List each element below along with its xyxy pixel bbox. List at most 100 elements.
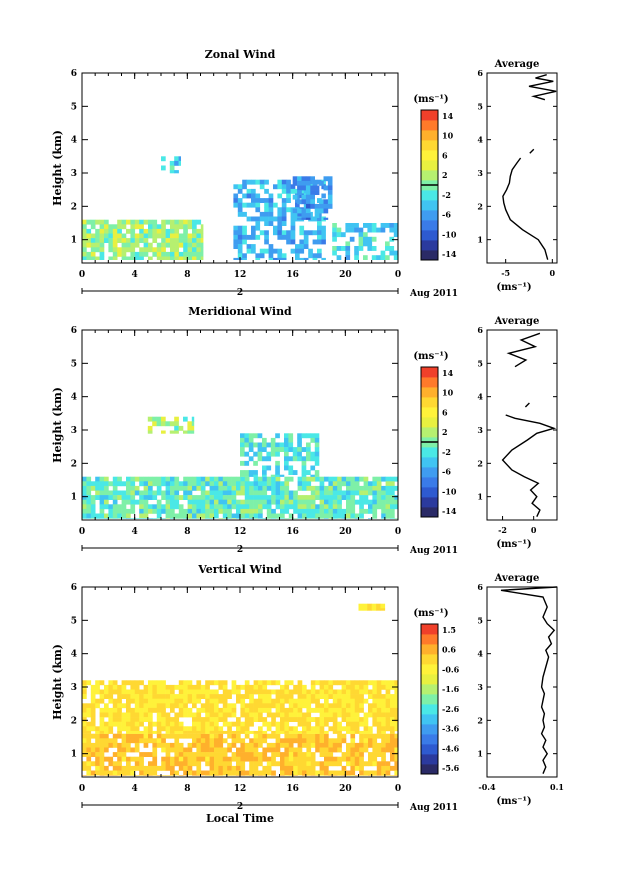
heat-cell	[332, 236, 337, 242]
heat-cell	[257, 433, 263, 439]
heat-cell	[258, 481, 263, 487]
heat-cell	[251, 188, 256, 194]
heat-cell	[86, 752, 92, 757]
heat-cell	[297, 485, 303, 491]
heat-cell	[390, 752, 395, 757]
heat-cell	[390, 508, 395, 514]
heat-cell	[95, 742, 100, 748]
heat-cell	[143, 733, 149, 739]
heat-cell	[310, 490, 316, 496]
heat-cell	[165, 233, 171, 239]
heat-cell	[187, 425, 193, 431]
heat-cell	[359, 518, 364, 519]
heat-cell	[362, 603, 368, 609]
heat-cell	[350, 761, 356, 767]
heat-cell	[293, 703, 298, 709]
heat-cell	[231, 738, 237, 744]
heat-cell	[121, 251, 127, 257]
heat-cell	[112, 518, 118, 519]
heat-cell	[284, 499, 290, 505]
heat-cell	[306, 775, 312, 776]
heat-cell	[244, 433, 250, 439]
legend-tick-label: 1.5	[442, 625, 456, 635]
heat-cell	[187, 694, 193, 699]
heat-cell	[222, 703, 228, 709]
heat-cell	[394, 721, 399, 727]
heat-cell	[192, 228, 197, 234]
heat-cell	[306, 689, 312, 695]
heat-cell	[187, 499, 193, 505]
heat-cell	[317, 221, 322, 226]
heat-cell	[293, 765, 298, 771]
heat-cell	[332, 508, 338, 514]
heat-cell	[354, 689, 360, 695]
heat-cell	[237, 234, 243, 240]
heat-cell	[346, 698, 351, 704]
heat-cell	[332, 504, 338, 510]
heat-cell	[170, 698, 175, 704]
heat-cell	[121, 726, 127, 732]
heat-cell	[104, 689, 109, 695]
heat-cell	[104, 481, 109, 487]
heat-cell	[95, 490, 100, 496]
heat-cell	[288, 730, 294, 734]
heat-cell	[196, 495, 202, 500]
heat-cell	[95, 703, 100, 709]
heat-cell	[295, 253, 300, 259]
heat-cell	[354, 730, 360, 734]
heat-cell	[86, 481, 92, 487]
heat-cell	[170, 504, 175, 510]
heat-cell	[200, 228, 204, 234]
heat-cell	[178, 698, 184, 704]
heat-cell	[214, 730, 219, 734]
heat-cell	[262, 756, 268, 762]
heat-cell	[218, 765, 224, 771]
heat-cell	[381, 518, 386, 519]
heat-cell	[381, 712, 386, 718]
heat-cell	[170, 747, 175, 753]
heat-cell	[368, 485, 373, 491]
heat-cell	[327, 199, 333, 205]
heat-cell	[255, 221, 261, 226]
heat-cell	[183, 416, 188, 422]
heat-cell	[196, 694, 202, 699]
heat-cell	[286, 239, 291, 245]
heat-cell	[222, 747, 228, 753]
heat-cell	[341, 689, 347, 695]
heat-cell	[170, 219, 175, 225]
heat-cell	[130, 775, 136, 776]
heat-cell	[139, 775, 144, 776]
heat-cell	[266, 513, 272, 519]
heat-cell	[82, 513, 87, 519]
heat-cell	[350, 504, 356, 510]
heat-cell	[117, 742, 122, 748]
heat-cell	[143, 775, 149, 776]
heat-cell	[200, 251, 204, 257]
heat-cell	[332, 223, 337, 228]
heat-cell	[345, 250, 351, 256]
heat-cell	[174, 504, 180, 510]
heat-cell	[99, 256, 105, 260]
heat-cell	[273, 230, 278, 236]
heat-cell	[332, 513, 338, 519]
heat-cell	[293, 770, 298, 776]
heat-cell	[367, 603, 372, 609]
heat-cell	[288, 707, 294, 713]
heat-cell	[367, 608, 372, 611]
heat-cell	[319, 694, 325, 699]
heat-cell	[152, 721, 158, 727]
heat-cell	[262, 733, 268, 739]
heat-cell	[205, 698, 210, 704]
heat-cell	[328, 770, 334, 776]
heat-cell	[284, 738, 290, 744]
heat-cell	[350, 742, 356, 748]
heat-cell	[130, 242, 136, 248]
heat-cell	[390, 703, 395, 709]
heat-cell	[170, 518, 175, 519]
y-tick-label: 3	[71, 683, 77, 693]
heat-cell	[249, 481, 254, 487]
heat-cell	[393, 250, 399, 256]
heat-cell	[376, 721, 382, 727]
heat-cell	[368, 733, 373, 739]
heat-cell	[350, 689, 356, 695]
